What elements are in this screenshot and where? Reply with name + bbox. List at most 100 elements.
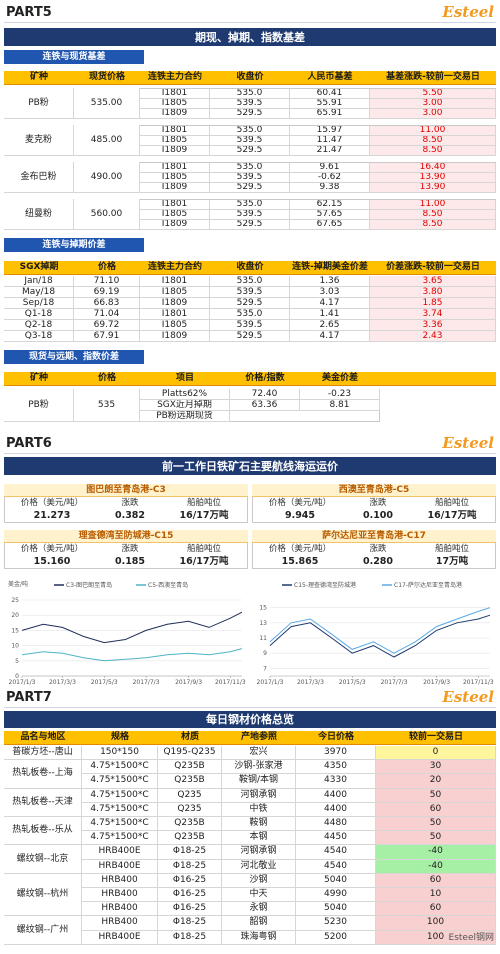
route-value: 0.280	[362, 555, 394, 567]
y-tick-label: 15	[11, 627, 19, 634]
table-cell: 539.5	[210, 172, 290, 183]
table-cell: 河钢承钢	[222, 845, 296, 860]
table-cell: Φ16-25	[158, 888, 222, 903]
y-tick-label: 7	[263, 665, 267, 672]
series-line	[269, 614, 491, 658]
table-cell: -40	[376, 859, 496, 874]
table-cell: PB粉远期现货	[140, 411, 230, 422]
table-cell: Q3-18	[4, 331, 74, 342]
x-tick-label: 2017/1/3	[9, 679, 36, 686]
table-cell: 539.5	[210, 135, 290, 146]
table-cell: 529.5	[210, 219, 290, 230]
table-cell: 72.40	[230, 389, 300, 400]
table-cell: I1809	[140, 331, 210, 342]
table-cell: 鞍钢	[222, 817, 296, 832]
section-title: 期现、掉期、指数基差	[4, 28, 496, 46]
table-cell: 8.50	[370, 209, 496, 220]
table-cell: 11.00	[370, 199, 496, 210]
product-region: 螺纹钢--北京	[4, 845, 82, 874]
table-cell: 5.50	[370, 88, 496, 99]
table-cell: 65.91	[290, 108, 370, 119]
ore-name: 麦克粉	[4, 125, 74, 156]
subtitle: 现货与远期、指数价差	[4, 350, 144, 364]
header-cell: 连铁主力合约	[140, 71, 210, 85]
table-cell: 4.75*1500*C	[82, 831, 158, 846]
field-label: 涨跌	[121, 497, 139, 508]
table-cell: I1809	[140, 145, 210, 156]
table-cell: 529.5	[210, 108, 290, 119]
table-cell: 1.41	[290, 309, 370, 320]
table-cell: 535.0	[210, 125, 290, 136]
table-cell: I1805	[140, 320, 210, 331]
table-cell: 20	[376, 774, 496, 789]
route-value: 17万吨	[435, 555, 469, 567]
part-label: PART6	[6, 435, 52, 451]
table-cell: 沙钢	[222, 873, 296, 888]
route-value: 16/17万吨	[427, 509, 477, 521]
product-region: 螺纹钢--广州	[4, 916, 82, 945]
table-cell: 3.00	[370, 98, 496, 109]
x-tick-label: 2017/11/3	[215, 679, 246, 686]
table-cell: HRB400	[82, 902, 158, 917]
subtitle: 连铁与现货基差	[4, 50, 144, 64]
table-cell: 8.50	[370, 219, 496, 230]
line-chart: 7 9 11 13 15 2017/1/3 2017/3/3 2017/5/3 2017/7/3…	[257, 581, 494, 686]
header-cell: 价差涨跌-较前一交易日	[370, 261, 496, 275]
table-cell: 69.19	[74, 287, 140, 298]
table-cell: 沙钢-张家港	[222, 760, 296, 775]
y-tick-label: 15	[259, 605, 267, 612]
table-cell: 9.61	[290, 162, 370, 173]
table-cell: I1805	[140, 287, 210, 298]
table-cell: 3.36	[370, 320, 496, 331]
table-cell: 60	[376, 873, 496, 888]
table-cell: Φ16-25	[158, 873, 222, 888]
table-cell: 539.5	[210, 209, 290, 220]
table-cell: 3.65	[370, 276, 496, 287]
table-cell: Q2-18	[4, 320, 74, 331]
route-value: 0.382	[114, 509, 146, 521]
table-cell: Φ18-25	[158, 916, 222, 931]
table-cell: HRB400E	[82, 930, 158, 945]
table-cell: Platts62%	[140, 389, 230, 400]
series-line	[269, 607, 491, 654]
product-region: 螺纹钢--杭州	[4, 873, 82, 917]
part-label: PART5	[6, 4, 52, 20]
table-cell: Q235B	[158, 831, 222, 846]
series-line	[21, 611, 243, 644]
route-value: 0.100	[362, 509, 394, 521]
field-label: 涨跌	[121, 543, 139, 554]
table-cell: 63.36	[230, 400, 300, 411]
y-tick-label: 9	[263, 650, 267, 657]
field-label: 价格（美元/吨）	[268, 497, 332, 508]
y-tick-label: 0	[15, 673, 19, 680]
line-chart: 美金/吨 0 5 10 15 20 25 2017/1/3 2017/3/3 2017/5/3 20…	[8, 580, 246, 686]
route-name: 西澳至青岛港-C5	[252, 484, 496, 497]
field-label: 价格（美元/吨）	[20, 543, 84, 554]
route-name: 萨尔达尼亚至青岛港-C17	[252, 530, 496, 543]
table-cell: I1809	[140, 182, 210, 193]
header-cell: 基差涨跌-较前一交易日	[370, 71, 496, 85]
table-cell: 60	[376, 802, 496, 817]
header-cell: 连铁主力合约	[140, 261, 210, 275]
route-value: 9.945	[284, 509, 316, 521]
table-cell: 50	[376, 817, 496, 832]
subtitle: 连铁与掉期价差	[4, 238, 144, 252]
route-value: 15.160	[33, 555, 71, 567]
header-cell: 收盘价	[210, 71, 290, 85]
table-cell: I1801	[140, 88, 210, 99]
header-cell: 矿种	[4, 71, 74, 85]
table-cell: 中铁	[222, 802, 296, 817]
route-value: 16/17万吨	[179, 555, 229, 567]
x-tick-label: 2017/7/3	[133, 679, 160, 686]
table-cell: 永钢	[222, 902, 296, 917]
divider	[4, 453, 496, 454]
table-cell: 4.17	[290, 331, 370, 342]
ore-name: PB粉	[4, 389, 74, 422]
table-cell: I1809	[140, 298, 210, 309]
table-cell: 5040	[296, 873, 376, 888]
table-cell: Q195-Q235	[158, 746, 222, 761]
table-cell: -40	[376, 845, 496, 860]
table-cell: 3.74	[370, 309, 496, 320]
table-cell: HRB400	[82, 888, 158, 903]
spot-price: 490.00	[74, 162, 140, 193]
